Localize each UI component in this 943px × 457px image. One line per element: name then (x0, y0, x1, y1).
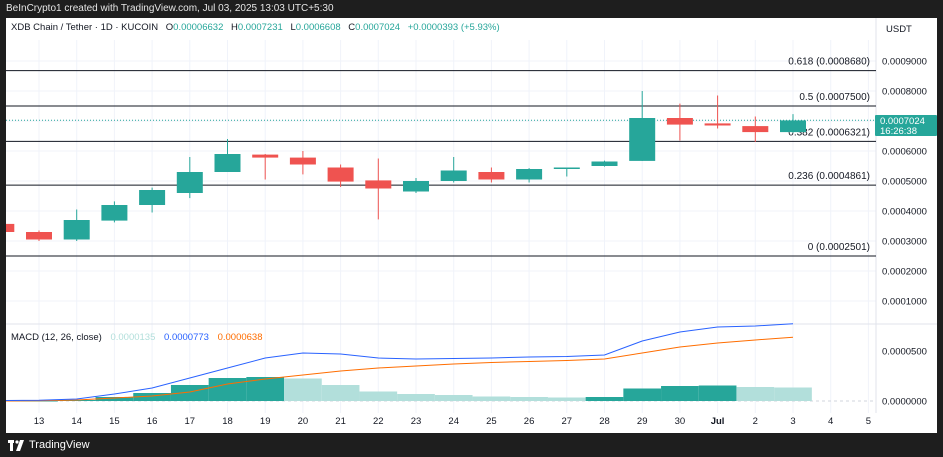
time-axis-tick: 26 (524, 416, 535, 427)
candle-body (516, 169, 543, 180)
candle-body (176, 172, 203, 193)
candle-body (440, 170, 467, 181)
price-axis-tick: 0.0001000 (882, 297, 927, 308)
price-axis-tick: 0.0005000 (882, 177, 927, 188)
macd-histogram-bar (170, 385, 209, 401)
svg-text:0.0007024: 0.0007024 (880, 116, 925, 127)
time-axis-tick: 28 (599, 416, 610, 427)
time-axis-tick: 4 (828, 416, 833, 427)
time-axis-tick: 25 (486, 416, 497, 427)
macd-histogram-bar (661, 386, 699, 401)
time-axis-tick: 14 (71, 416, 82, 427)
signal-line (1, 336, 794, 402)
macd-histogram-bar (698, 385, 737, 401)
macd-histogram-bar (284, 378, 322, 401)
time-axis-tick: 18 (222, 416, 233, 427)
macd-histogram-bar (359, 391, 398, 401)
macd-histogram-bar (585, 397, 624, 401)
candle-body (666, 118, 693, 125)
time-axis-tick: 23 (411, 416, 422, 427)
tradingview-wordmark: TradingView (29, 439, 90, 451)
footer-bar: TradingView (0, 433, 943, 457)
screenshot-caption-bar: BeInCrypto1 created with TradingView.com… (0, 0, 943, 18)
symbol-info: XDB Chain / Tether · 1D · KUCOIN O0.0000… (11, 22, 500, 33)
candle-body (704, 123, 731, 126)
macd-legend: MACD (12, 26, close) 0.0000135 0.0000773… (11, 332, 263, 343)
time-axis-tick: 16 (147, 416, 158, 427)
time-axis-tick: 22 (373, 416, 384, 427)
chart-svg[interactable]: 0.618 (0.0008680) 0.5 (0.0007500) 0.382 (0… (0, 18, 937, 433)
last-price-tag: 0.0007024 16:26:38 (875, 115, 937, 137)
macd-histogram-bar (434, 395, 473, 401)
candle-body (365, 180, 392, 189)
candle-body (214, 154, 241, 172)
time-axis-tick: 15 (109, 416, 120, 427)
candles[interactable] (0, 91, 806, 241)
time-axis-tick: 27 (562, 416, 573, 427)
candle-body (478, 172, 505, 180)
time-axis-tick: 3 (790, 416, 795, 427)
macd-pane[interactable] (0, 323, 876, 402)
time-axis-tick: 5 (866, 416, 871, 427)
price-axis-tick: 0.0009000 (882, 57, 927, 68)
price-axis-tick: 0.0008000 (882, 87, 927, 98)
candle-body (26, 232, 52, 240)
macd-line (1, 323, 794, 401)
time-axis-tick: 21 (335, 416, 346, 427)
candle-body (591, 161, 618, 166)
candle-body (742, 126, 769, 133)
price-axis-tick: 0.0006000 (882, 147, 927, 158)
candle-body (0, 223, 15, 232)
screenshot-caption: BeInCrypto1 created with TradingView.com… (6, 3, 334, 14)
candle-body (327, 167, 354, 182)
time-axis-tick: 13 (34, 416, 45, 427)
tradingview-logo-icon (8, 439, 24, 451)
fib-level-label: 0.618 (0.0008680) (788, 57, 870, 68)
fib-level-label: 0.382 (0.0006321) (788, 127, 870, 138)
currency-label: USDT (886, 24, 912, 35)
svg-text:16:26:38: 16:26:38 (880, 126, 917, 137)
price-axis-tick: 0.0003000 (882, 237, 927, 248)
candle-body (289, 157, 316, 165)
time-axis-tick: 2 (753, 416, 758, 427)
macd-axis-tick: 0.0000000 (882, 397, 927, 408)
chart-area[interactable]: 0.618 (0.0008680) 0.5 (0.0007500) 0.382 (0… (0, 18, 937, 433)
macd-histogram-bar (472, 396, 511, 401)
time-axis-tick: Jul (711, 416, 725, 427)
macd-histogram-bar (774, 387, 812, 401)
macd-axis-tick: 0.0000500 (882, 347, 927, 358)
macd-histogram-bar (397, 394, 435, 401)
candle-body (403, 181, 429, 192)
macd-histogram-bar (95, 397, 134, 401)
macd-histogram-bar (736, 387, 775, 401)
fibonacci-levels[interactable]: 0.618 (0.0008680) 0.5 (0.0007500) 0.382 (0… (6, 57, 876, 257)
time-axis-tick: 30 (675, 416, 686, 427)
candle-body (139, 190, 166, 205)
candle-body (629, 118, 656, 161)
time-axis-tick: 29 (637, 416, 648, 427)
macd-histogram-bar (623, 388, 662, 401)
grid-layer (6, 18, 937, 413)
price-axis-tick: 0.0002000 (882, 267, 927, 278)
candle-body (63, 220, 90, 240)
fib-level-label: 0 (0.0002501) (808, 242, 870, 253)
candle-body (553, 167, 580, 169)
time-axis-tick: 17 (185, 416, 196, 427)
macd-histogram-bar (208, 378, 247, 401)
tradingview-logo[interactable]: TradingView (8, 439, 90, 451)
time-axis-tick: 20 (298, 416, 309, 427)
candle-body (252, 154, 279, 158)
price-axis-tick: 0.0004000 (882, 207, 927, 218)
macd-histogram-bar (510, 397, 548, 401)
macd-histogram-bar (321, 385, 360, 401)
candle-body (101, 205, 128, 221)
candle-body (780, 120, 806, 133)
time-axis-tick: 19 (260, 416, 271, 427)
fib-level-label: 0.5 (0.0007500) (799, 92, 870, 103)
time-axis-tick: 24 (448, 416, 459, 427)
macd-histogram-bar (133, 393, 171, 401)
macd-histogram-bar (547, 397, 586, 401)
fib-level-label: 0.236 (0.0004861) (788, 171, 870, 182)
